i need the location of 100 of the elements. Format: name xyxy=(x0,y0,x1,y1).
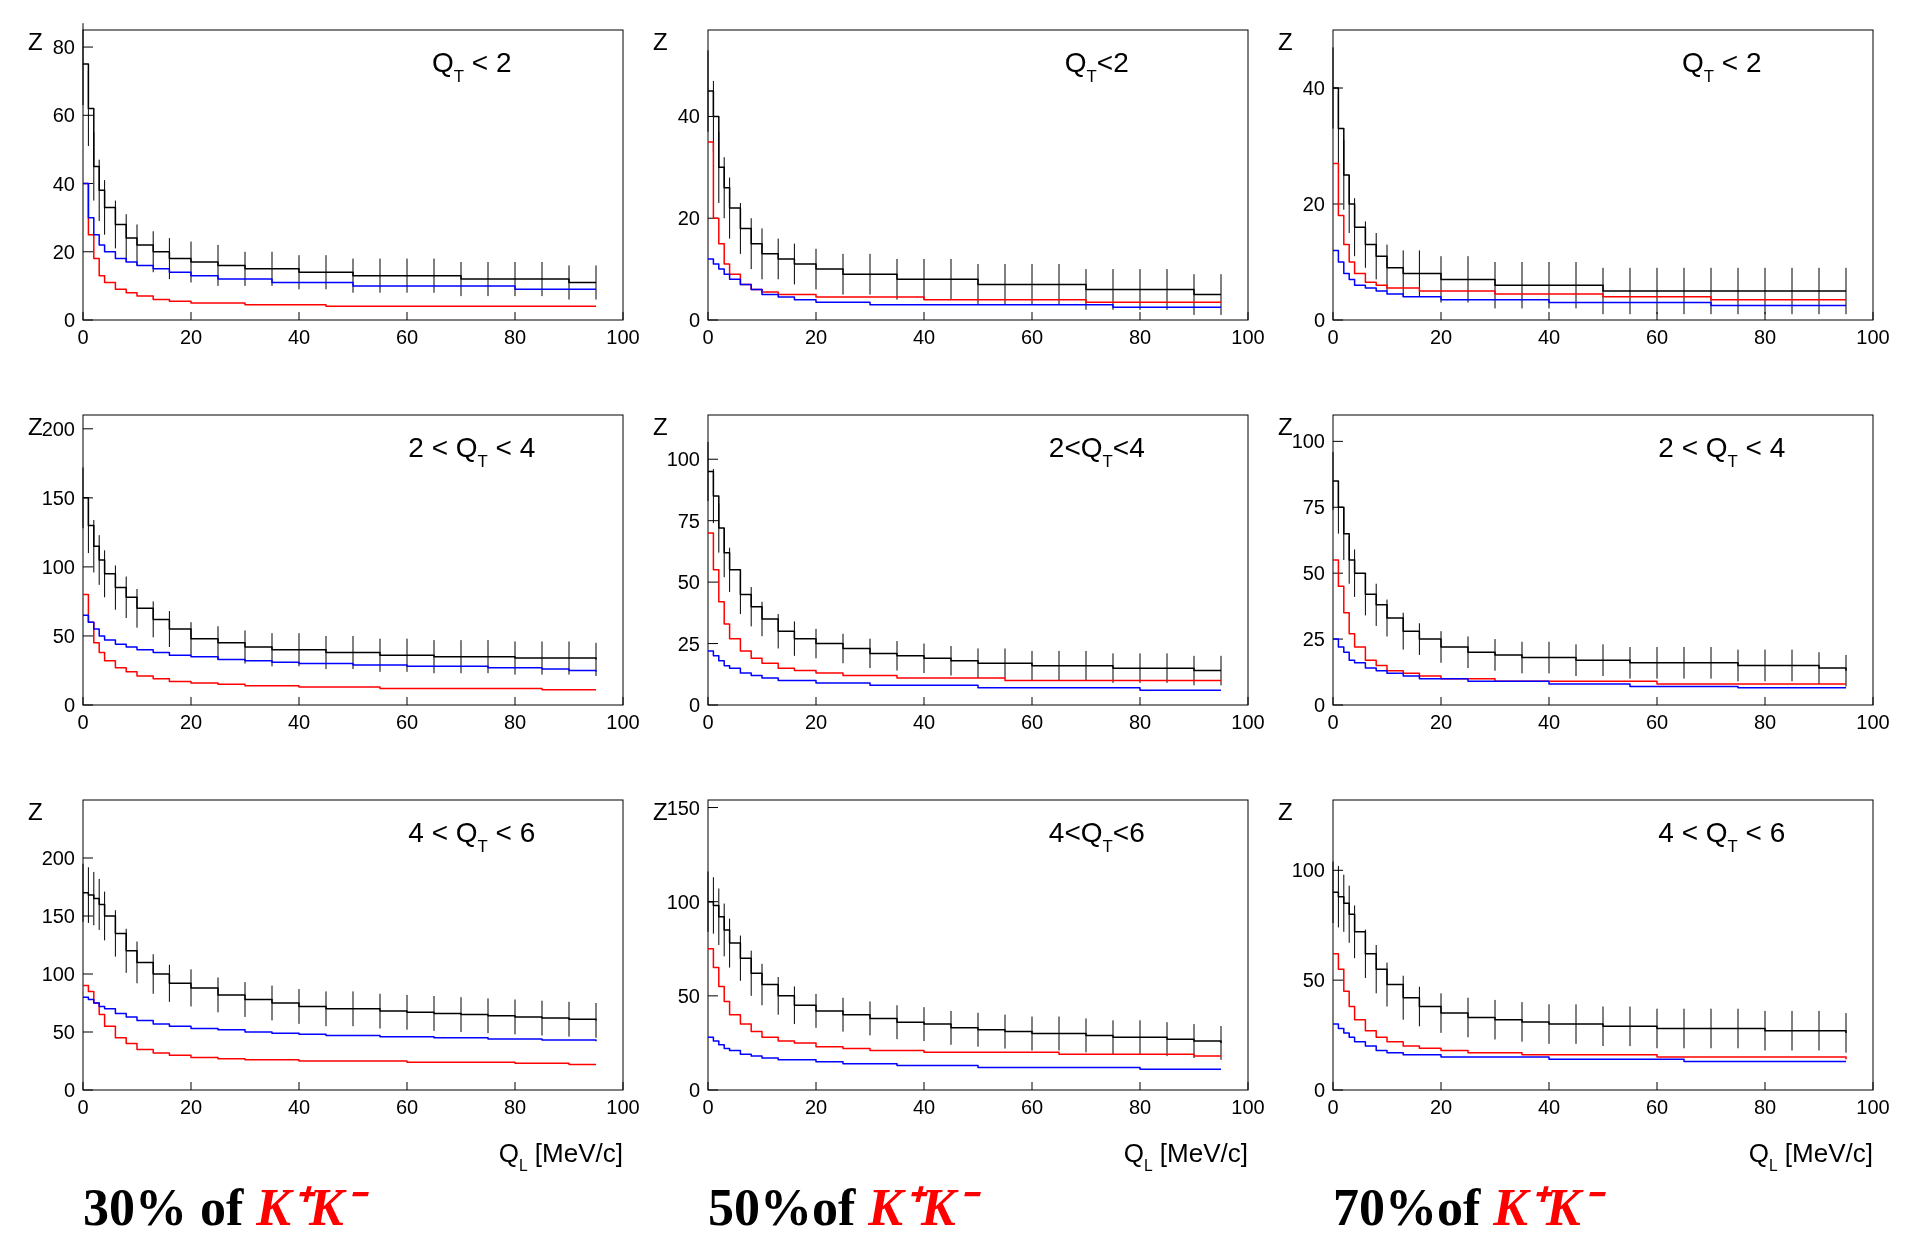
y-tick-label: 0 xyxy=(688,1079,700,1101)
x-tick-label: 40 xyxy=(1537,326,1561,348)
text: 2 < Q$_{T}$ < 4 xyxy=(1658,432,1786,471)
y-axis-title: Z xyxy=(653,28,668,55)
y-tick-label: 150 xyxy=(41,905,75,927)
y-tick-label: 75 xyxy=(1302,496,1325,519)
y-axis-title: Z xyxy=(1278,798,1293,825)
y-tick-label: 40 xyxy=(677,105,700,128)
y-tick-label: 0 xyxy=(688,694,700,716)
y-axis-title: Z xyxy=(1278,28,1293,55)
text: 70%of xyxy=(1333,1179,1494,1236)
text: 2<Q$_{T}$<4 xyxy=(1048,432,1145,471)
x-tick-label: 60 xyxy=(395,711,419,733)
x-tick-label: 40 xyxy=(1537,1096,1561,1118)
text: Q$_{T}$ < 2 xyxy=(432,47,512,86)
x-tick-label: 0 xyxy=(1327,711,1339,733)
text: 30% of xyxy=(83,1179,257,1236)
y-tick-label: 50 xyxy=(677,571,700,594)
x-tick-label: 0 xyxy=(1327,326,1339,348)
x-tick-label: 60 xyxy=(1020,1096,1044,1118)
x-tick-label: 100 xyxy=(1856,711,1890,733)
x-axis-title: Q$_{L}$ [MeV/c] xyxy=(1748,1138,1873,1174)
x-tick-label: 80 xyxy=(503,711,527,733)
y-tick-label: 100 xyxy=(41,963,75,985)
y-tick-label: 50 xyxy=(52,624,75,647)
x-tick-label: 60 xyxy=(395,1096,419,1118)
y-tick-label: 50 xyxy=(1302,562,1325,585)
x-tick-label: 20 xyxy=(804,1096,828,1118)
x-tick-label: 80 xyxy=(503,326,527,348)
y-axis-title: Z xyxy=(28,413,43,440)
x-tick-label: 100 xyxy=(1856,326,1890,348)
text: 2 < Q$_{T}$ < 4 xyxy=(408,432,536,471)
y-axis-title: Z xyxy=(28,798,43,825)
y-tick-label: 25 xyxy=(677,632,700,655)
y-tick-label: 20 xyxy=(1302,193,1325,215)
y-tick-label: 0 xyxy=(63,1079,75,1101)
y-tick-label: 0 xyxy=(1313,309,1325,331)
y-tick-label: 80 xyxy=(52,36,75,59)
y-tick-label: 20 xyxy=(52,240,75,263)
y-tick-label: 0 xyxy=(688,309,700,331)
text: Q$_{T}$ < 2 xyxy=(1682,47,1762,86)
x-tick-label: 60 xyxy=(1645,326,1669,348)
x-tick-label: 20 xyxy=(179,1096,203,1118)
x-tick-label: 0 xyxy=(77,326,89,348)
y-tick-label: 100 xyxy=(1291,859,1325,882)
y-tick-label: 100 xyxy=(1291,430,1325,453)
x-tick-label: 20 xyxy=(179,711,203,733)
x-tick-label: 0 xyxy=(77,1096,89,1118)
x-tick-label: 0 xyxy=(702,1096,714,1118)
y-tick-label: 0 xyxy=(1313,694,1325,716)
y-tick-label: 100 xyxy=(41,555,75,578)
x-tick-label: 20 xyxy=(804,711,828,733)
x-tick-label: 20 xyxy=(1429,1096,1453,1118)
y-axis-title: Z xyxy=(1278,413,1293,440)
y-tick-label: 200 xyxy=(41,847,75,869)
x-tick-label: 40 xyxy=(287,711,311,733)
y-tick-label: 20 xyxy=(677,207,700,230)
y-tick-label: 40 xyxy=(52,172,75,195)
x-tick-label: 40 xyxy=(912,326,936,348)
y-tick-label: 200 xyxy=(41,417,75,440)
y-tick-label: 0 xyxy=(63,309,75,331)
y-axis-title: Z xyxy=(28,28,43,55)
x-tick-label: 100 xyxy=(1231,326,1265,348)
y-tick-label: 0 xyxy=(63,694,75,716)
text: Q$_{T}$<2 xyxy=(1064,47,1129,86)
x-tick-label: 0 xyxy=(1327,1096,1339,1118)
x-tick-label: 40 xyxy=(912,711,936,733)
text: 4 < Q$_{T}$ < 6 xyxy=(1658,817,1786,856)
x-tick-label: 40 xyxy=(287,326,311,348)
x-tick-label: 100 xyxy=(606,711,640,733)
text: K⁺K⁻ xyxy=(1492,1179,1606,1236)
y-tick-label: 150 xyxy=(666,796,700,819)
x-tick-label: 40 xyxy=(1537,711,1561,733)
x-tick-label: 20 xyxy=(804,326,828,348)
text: 4<Q$_{T}$<6 xyxy=(1048,817,1145,856)
text: 50%of xyxy=(708,1179,869,1236)
y-tick-label: 75 xyxy=(677,509,700,532)
x-axis-title: Q$_{L}$ [MeV/c] xyxy=(498,1138,623,1174)
x-tick-label: 100 xyxy=(606,1096,640,1118)
y-tick-label: 40 xyxy=(1302,77,1325,99)
y-tick-label: 50 xyxy=(52,1021,75,1043)
y-tick-label: 25 xyxy=(1302,628,1325,651)
x-tick-label: 80 xyxy=(1753,711,1777,733)
x-tick-label: 80 xyxy=(1753,1096,1777,1118)
y-tick-label: 0 xyxy=(1313,1079,1325,1101)
y-tick-label: 50 xyxy=(677,984,700,1007)
y-tick-label: 60 xyxy=(52,104,75,127)
x-tick-label: 80 xyxy=(1753,326,1777,348)
y-axis-title: Z xyxy=(653,798,668,825)
x-tick-label: 20 xyxy=(179,326,203,348)
y-tick-label: 100 xyxy=(666,448,700,471)
x-tick-label: 60 xyxy=(1020,326,1044,348)
x-tick-label: 40 xyxy=(912,1096,936,1118)
y-tick-label: 100 xyxy=(666,890,700,913)
x-tick-label: 20 xyxy=(1429,326,1453,348)
text: 4 < Q$_{T}$ < 6 xyxy=(408,817,536,856)
x-tick-label: 100 xyxy=(1231,711,1265,733)
x-tick-label: 20 xyxy=(1429,711,1453,733)
x-tick-label: 0 xyxy=(702,711,714,733)
x-tick-label: 40 xyxy=(287,1096,311,1118)
